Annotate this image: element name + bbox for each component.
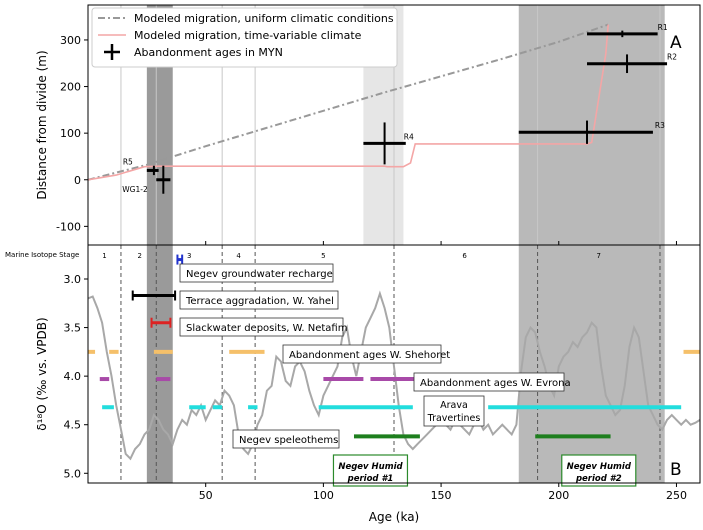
humid-period-text-line-2: period #2 — [575, 474, 622, 484]
panel-b-y-label: δ¹⁸O (‰ vs. VPDB) — [35, 317, 49, 430]
panel-b-x-label: Age (ka) — [369, 510, 419, 524]
record-negev-groundwater-recharge — [176, 254, 184, 265]
annotation-text: Abandonment ages W. Evrona — [420, 378, 571, 389]
annotation-box — [232, 429, 340, 449]
panel-b-y-tick-label: 5.0 — [64, 467, 82, 480]
panel-a-grey-band — [518, 5, 665, 245]
abandonment-age-r3: R3 — [518, 120, 665, 144]
mis-label: 1 — [102, 252, 106, 260]
legend-label: Modeled migration, uniform climatic cond… — [134, 12, 394, 25]
panel-b-y-tick-label: 3.0 — [64, 273, 82, 286]
annotation-box — [413, 372, 565, 392]
annotation-text: Abandonment ages W. Shehoret — [289, 350, 450, 361]
annotation-box — [179, 317, 344, 337]
mis-label: 2 — [138, 252, 142, 260]
annotation-negev-speleothems: Negev speleothems — [232, 429, 340, 449]
annotation-box — [179, 263, 334, 283]
mis-label: 3 — [187, 252, 191, 260]
annotation-text: Slackwater deposits, W. Netafim — [186, 323, 347, 334]
panel-a: R1 R2 R3 R4 R5 WG1-2 -100 0 100 200 300 Distance fr… — [35, 4, 701, 246]
panel-a-y-tick-label: -100 — [56, 220, 81, 233]
series-line-modeled-migration-uniform-climatic-condi — [87, 23, 609, 181]
annotation-abandonment-ages-w-shehoret: Abandonment ages W. Shehoret — [282, 344, 450, 364]
legend-label: Modeled migration, time-variable climate — [134, 29, 362, 42]
annotation-negev-groundwater-recharge: Negev groundwater recharge — [179, 263, 334, 283]
record-terrace-aggradation-w-yahel — [131, 290, 177, 301]
humid-period-box — [561, 454, 637, 487]
annotation-box — [282, 344, 442, 364]
humid-period-2: Negev Humid period #2 — [561, 454, 637, 487]
abandonment-age-r2: R2 — [587, 53, 677, 74]
d18o-curve — [87, 290, 701, 461]
abandonment-age-label: R4 — [404, 132, 414, 141]
annotation-text-line-2: Travertines — [427, 413, 481, 424]
annotation-box — [179, 290, 339, 310]
panel-b-y-tick-label: 4.0 — [64, 370, 82, 383]
panel-b-y-tick-label: 3.5 — [64, 322, 82, 335]
abandonment-age-label: R3 — [655, 121, 665, 130]
panel-b-y-tick-label: 4.5 — [64, 419, 82, 432]
panel-a-y-tick-label: 100 — [60, 127, 81, 140]
legend-box — [91, 7, 398, 68]
panel-b-frame — [87, 244, 701, 484]
panel-b: Marine Isotope Stage 1 2 3 4 5 6 7 Negev groundw… — [5, 244, 701, 524]
annotation-slackwater-deposits-w-netafim: Slackwater deposits, W. Netafim — [179, 317, 347, 337]
panel-a-label: A — [670, 33, 682, 53]
humid-period-1: Negev Humid period #1 — [332, 454, 409, 487]
mis-label: 7 — [597, 252, 601, 260]
mis-label: 5 — [321, 252, 325, 260]
panel-b-grey-band — [146, 245, 173, 483]
panel-b-x-tick-label: 150 — [431, 489, 452, 502]
annotation-text: Terrace aggradation, W. Yahel — [185, 296, 334, 307]
humid-period-box — [332, 454, 409, 487]
humid-period-text-line-1: Negev Humid — [567, 462, 632, 472]
annotation-text-line-1: Arava — [440, 400, 468, 411]
annotation-text: Negev groundwater recharge — [186, 269, 333, 280]
annotation-box — [423, 395, 485, 427]
record-slackwater-deposits-w-netafim — [150, 317, 172, 328]
annotation-arava-travertines: Arava Travertines — [423, 395, 485, 427]
annotation-terrace-aggradation-w-yahel: Terrace aggradation, W. Yahel — [179, 290, 339, 310]
legend-label: Abandonment ages in MYN — [134, 46, 283, 59]
abandonment-age-wg1-2: WG1-2 — [122, 165, 171, 194]
panel-b-x-tick-label: 250 — [666, 489, 687, 502]
abandonment-age-label: R2 — [667, 53, 677, 62]
annotation-abandonment-ages-w-evrona: Abandonment ages W. Evrona — [413, 372, 571, 392]
abandonment-age-label: R1 — [658, 23, 668, 32]
panel-a-legend: Modeled migration, uniform climatic cond… — [91, 7, 398, 68]
abandonment-age-r1: R1 — [587, 23, 668, 38]
annotation-text: Negev speleothems — [239, 435, 338, 446]
mis-label: 6 — [462, 252, 467, 260]
abandonment-age-r5: R5 — [123, 157, 159, 176]
mis-label: 4 — [236, 252, 241, 260]
mis-title: Marine Isotope Stage — [5, 251, 79, 259]
humid-period-text-line-2: period #1 — [347, 474, 394, 484]
series-line-modeled-migration-time-variable-climate — [87, 24, 609, 181]
panel-a-y-tick-label: 200 — [60, 81, 81, 94]
panel-b-label: B — [670, 460, 682, 480]
abandonment-age-label: R5 — [123, 157, 133, 166]
humid-period-text-line-1: Negev Humid — [338, 462, 403, 472]
abandonment-age-label: WG1-2 — [122, 185, 148, 194]
panel-a-y-tick-label: 300 — [60, 34, 81, 47]
panel-b-x-tick-label: 200 — [548, 489, 569, 502]
panel-b-x-tick-label: 50 — [199, 489, 213, 502]
panel-a-y-tick-label: 0 — [74, 174, 81, 187]
abandonment-age-r4: R4 — [363, 122, 414, 165]
panel-b-x-tick-label: 100 — [313, 489, 334, 502]
panel-a-y-label: Distance from divide (m) — [35, 50, 49, 199]
